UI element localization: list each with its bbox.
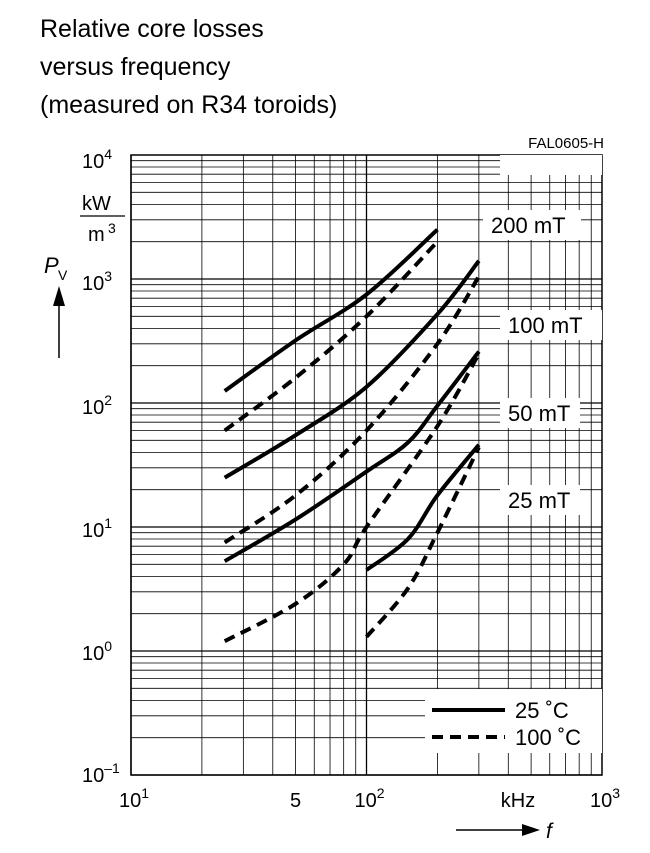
curve-label-box: [500, 310, 602, 340]
grid: [130, 154, 603, 776]
y-axis-label-subscript: V: [58, 267, 68, 283]
series-line: [223, 350, 481, 563]
y-unit-numerator: kW: [82, 193, 111, 215]
figure-code: FAL0605-H: [528, 135, 604, 152]
series-line: [223, 228, 439, 393]
x-axis-label: f: [546, 820, 554, 843]
y-tick-label: 104: [82, 146, 112, 173]
y-tick-label: 103: [82, 268, 112, 295]
chart-title: Relative core losses versus frequency (m…: [40, 10, 337, 124]
curve-label-box: [500, 398, 580, 428]
series-line: [223, 259, 481, 480]
y-tick-label: 101: [82, 515, 112, 542]
x-tick-label: 5: [290, 790, 301, 812]
title-line-2: versus frequency: [40, 53, 231, 81]
curve-label-box: [500, 485, 580, 515]
curve-label: 200 mT: [491, 213, 566, 238]
curve-label: 50 mT: [508, 401, 570, 426]
y-arrow-head: [53, 286, 65, 306]
x-tick-label: 102: [355, 785, 385, 812]
y-tick-label: 10–1: [82, 760, 120, 787]
y-unit-denominator: m: [88, 224, 105, 246]
legend-label: 100 ˚C: [515, 725, 581, 750]
series-line: [223, 275, 481, 545]
curve-label: 100 mT: [508, 313, 583, 338]
plot-frame: [130, 154, 603, 776]
y-tick-label: 102: [82, 392, 112, 419]
title-line-3: (measured on R34 toroids): [40, 91, 338, 119]
y-tick-label: 100: [82, 638, 112, 665]
x-tick-label: 103: [590, 785, 620, 812]
x-tick-label: 101: [119, 785, 149, 812]
series-line: [223, 240, 439, 433]
series-line: [364, 446, 481, 639]
legend-box: [425, 689, 602, 753]
code-box: [500, 155, 602, 175]
series-layer: [223, 228, 481, 643]
label-boxes: [425, 155, 602, 753]
title-line-1: Relative core losses: [40, 15, 264, 43]
y-axis-label: P: [44, 253, 59, 278]
series-line: [365, 443, 481, 572]
y-unit-exponent: 3: [108, 220, 116, 236]
curve-label-box: [483, 210, 581, 240]
series-line: [223, 352, 481, 643]
x-unit-label: kHz: [501, 790, 535, 812]
x-arrow-head: [522, 824, 540, 836]
legend-label: 25 ˚C: [515, 698, 569, 723]
curve-label: 25 mT: [508, 488, 570, 513]
